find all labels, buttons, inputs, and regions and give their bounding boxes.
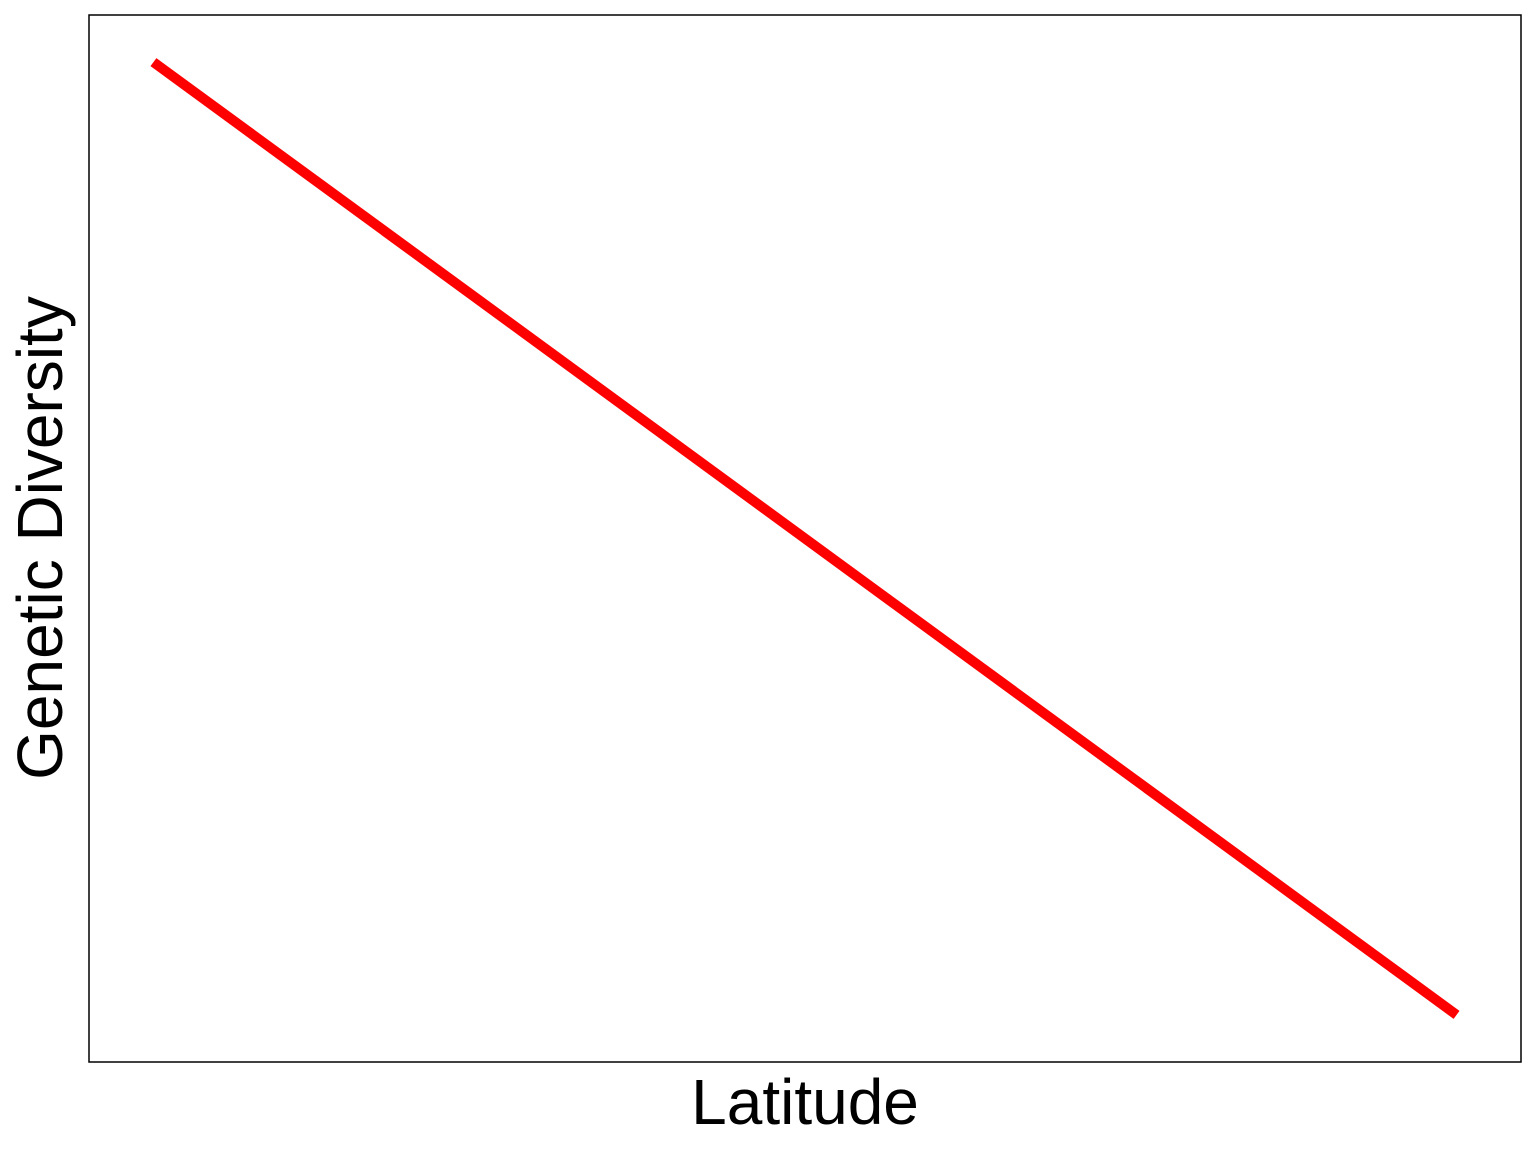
y-axis-label: Genetic Diversity xyxy=(4,296,76,780)
plot-frame xyxy=(88,14,1522,1063)
series-line-1 xyxy=(150,58,1460,1019)
x-axis-label: Latitude xyxy=(691,1066,919,1138)
series-layer xyxy=(150,58,1460,1019)
